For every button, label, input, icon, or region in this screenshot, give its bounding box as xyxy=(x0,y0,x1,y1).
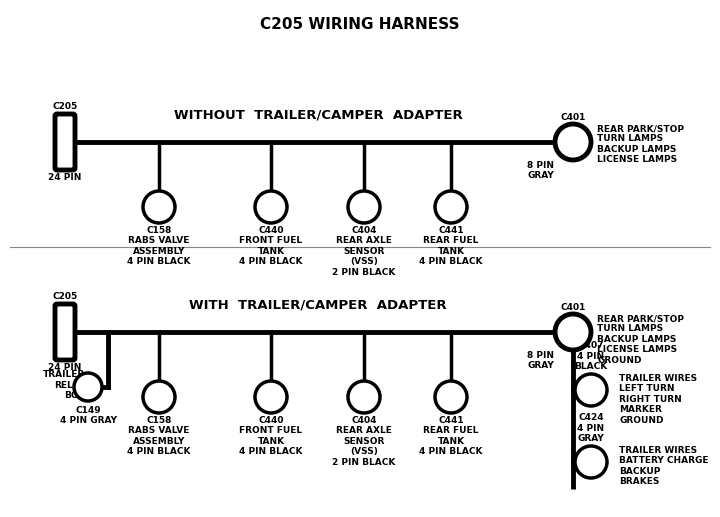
Text: C401: C401 xyxy=(560,113,585,122)
Text: 24 PIN: 24 PIN xyxy=(48,363,81,372)
Text: TRAILER WIRES
BATTERY CHARGE
BACKUP
BRAKES: TRAILER WIRES BATTERY CHARGE BACKUP BRAK… xyxy=(619,446,708,486)
Text: C205 WIRING HARNESS: C205 WIRING HARNESS xyxy=(260,17,460,32)
Circle shape xyxy=(555,124,591,160)
Circle shape xyxy=(435,381,467,413)
Circle shape xyxy=(255,191,287,223)
FancyBboxPatch shape xyxy=(55,304,75,360)
Circle shape xyxy=(575,446,607,478)
Text: C404
REAR AXLE
SENSOR
(VSS)
2 PIN BLACK: C404 REAR AXLE SENSOR (VSS) 2 PIN BLACK xyxy=(333,226,396,277)
Text: 24 PIN: 24 PIN xyxy=(48,173,81,182)
Text: C205: C205 xyxy=(53,102,78,111)
Circle shape xyxy=(435,191,467,223)
Text: C158
RABS VALVE
ASSEMBLY
4 PIN BLACK: C158 RABS VALVE ASSEMBLY 4 PIN BLACK xyxy=(127,416,191,456)
Text: C440
FRONT FUEL
TANK
4 PIN BLACK: C440 FRONT FUEL TANK 4 PIN BLACK xyxy=(239,416,302,456)
Text: C205: C205 xyxy=(53,292,78,301)
Text: C407
4 PIN
BLACK: C407 4 PIN BLACK xyxy=(575,341,608,371)
Circle shape xyxy=(348,191,380,223)
Circle shape xyxy=(348,381,380,413)
Text: 8 PIN
GRAY: 8 PIN GRAY xyxy=(527,351,554,370)
Circle shape xyxy=(255,381,287,413)
Text: C404
REAR AXLE
SENSOR
(VSS)
2 PIN BLACK: C404 REAR AXLE SENSOR (VSS) 2 PIN BLACK xyxy=(333,416,396,467)
FancyBboxPatch shape xyxy=(55,114,75,170)
Text: TRAILER
RELAY
BOX: TRAILER RELAY BOX xyxy=(42,370,85,400)
Text: C424
4 PIN
GRAY: C424 4 PIN GRAY xyxy=(577,413,605,443)
Circle shape xyxy=(143,191,175,223)
Text: REAR PARK/STOP
TURN LAMPS
BACKUP LAMPS
LICENSE LAMPS
GROUND: REAR PARK/STOP TURN LAMPS BACKUP LAMPS L… xyxy=(597,314,684,364)
Text: C149
4 PIN GRAY: C149 4 PIN GRAY xyxy=(60,406,117,425)
Text: TRAILER WIRES
LEFT TURN
RIGHT TURN
MARKER
GROUND: TRAILER WIRES LEFT TURN RIGHT TURN MARKE… xyxy=(619,374,697,424)
Text: C158
RABS VALVE
ASSEMBLY
4 PIN BLACK: C158 RABS VALVE ASSEMBLY 4 PIN BLACK xyxy=(127,226,191,266)
Text: WITHOUT  TRAILER/CAMPER  ADAPTER: WITHOUT TRAILER/CAMPER ADAPTER xyxy=(174,109,462,122)
Text: C401: C401 xyxy=(560,303,585,312)
Circle shape xyxy=(143,381,175,413)
Text: C440
FRONT FUEL
TANK
4 PIN BLACK: C440 FRONT FUEL TANK 4 PIN BLACK xyxy=(239,226,302,266)
Text: REAR PARK/STOP
TURN LAMPS
BACKUP LAMPS
LICENSE LAMPS: REAR PARK/STOP TURN LAMPS BACKUP LAMPS L… xyxy=(597,124,684,164)
Text: 8 PIN
GRAY: 8 PIN GRAY xyxy=(527,161,554,180)
Text: C441
REAR FUEL
TANK
4 PIN BLACK: C441 REAR FUEL TANK 4 PIN BLACK xyxy=(419,226,482,266)
Text: WITH  TRAILER/CAMPER  ADAPTER: WITH TRAILER/CAMPER ADAPTER xyxy=(189,299,447,312)
Circle shape xyxy=(74,373,102,401)
Circle shape xyxy=(575,374,607,406)
Circle shape xyxy=(555,314,591,350)
Text: C441
REAR FUEL
TANK
4 PIN BLACK: C441 REAR FUEL TANK 4 PIN BLACK xyxy=(419,416,482,456)
